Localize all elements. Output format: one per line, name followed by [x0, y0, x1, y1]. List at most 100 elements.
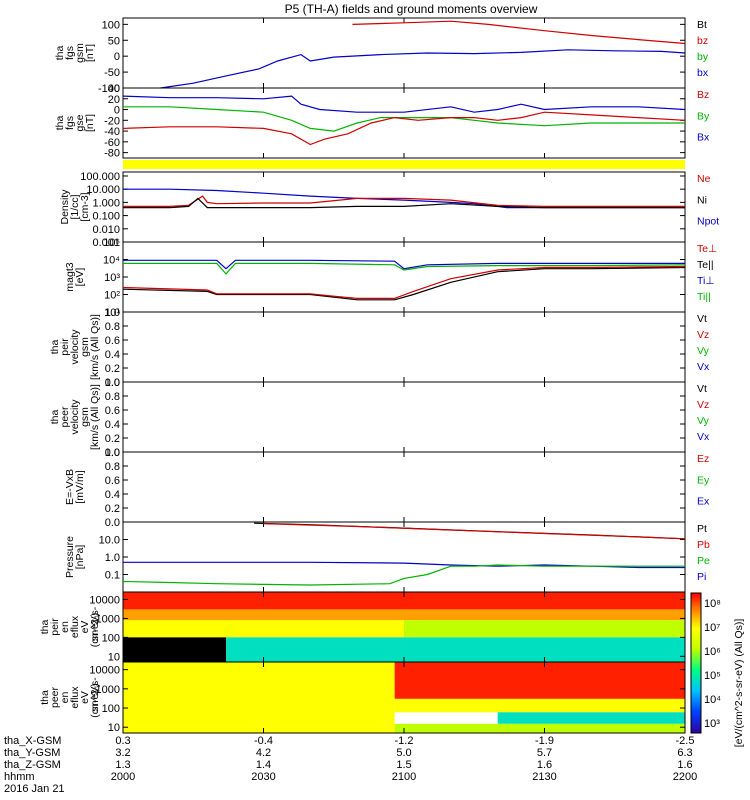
y-axis-label: [km/s (All Qs)]: [89, 384, 101, 450]
x-row-value: 4.2: [256, 747, 271, 759]
y-tick-label: 10000: [89, 665, 120, 677]
y-tick-label: 0.0: [105, 517, 120, 529]
y-tick-label: 50: [108, 35, 120, 47]
heatmap-band: [123, 609, 685, 621]
colorbar-label: [eV/(cm^2-s-sr-eV) (All Qs)]: [733, 619, 745, 748]
y-axis-label: peer: [59, 406, 71, 428]
x-row-value: 6.3: [677, 747, 692, 759]
series-line-by: [123, 106, 685, 132]
panels: 100500-50-100thafgsgsm[nT]Btbzbybx40200-…: [39, 17, 719, 734]
colorbar-tick: 10⁴: [704, 694, 721, 706]
y-tick-label: 0.8: [105, 321, 120, 333]
y-axis-label: tha: [49, 410, 61, 425]
panel-temps: 10⁵ 10⁴ 10³ 10² 10¹ magt3[eV] Te⊥ Te|| Ti⊥ Ti||: [64, 237, 717, 319]
y-axis-label: eV: [79, 621, 91, 634]
y-tick-label: 0.0: [105, 447, 120, 459]
heatmap-band: [394, 723, 685, 733]
y-axis-label: velocity: [69, 329, 81, 365]
y-tick-label: 1000: [96, 684, 120, 696]
x-row-value: 1.4: [256, 759, 271, 771]
x-row-value: -1.9: [535, 735, 554, 747]
y-axis-label: tha: [39, 620, 51, 635]
colorbar-tick: 10³: [704, 718, 720, 730]
y-axis-label: tha: [49, 340, 61, 355]
colorbar-tick: 10⁵: [704, 670, 721, 682]
heatmap-band: [123, 620, 404, 638]
y-axis-label: peer: [49, 686, 61, 708]
legend-entry: by: [697, 51, 709, 63]
legend-entry: Ne: [697, 173, 711, 185]
y-tick-label: -50: [104, 67, 120, 79]
legend-entry: Vy: [697, 345, 710, 357]
y-axis-label: sr-eV): [89, 683, 101, 712]
series-line-bz: [352, 20, 686, 45]
series-line-pi: [123, 561, 685, 569]
heatmap-band: [394, 698, 685, 713]
y-tick-label: 0: [114, 105, 120, 117]
colorbar: 10⁸ 10⁷ 10⁶ 10⁵ 10⁴ 10³ [eV/(cm^2-s-sr-eV) (Al…: [690, 592, 745, 748]
legend-entry: Vz: [697, 399, 709, 411]
colorbar-scale: [690, 592, 702, 734]
date-label: 2016 Jan 21: [4, 783, 65, 795]
x-row-value: 2030: [251, 771, 275, 783]
legend-entry: By: [697, 110, 710, 122]
y-tick-label: 0.4: [105, 489, 120, 501]
y-tick-label: 0.8: [105, 391, 120, 403]
x-row-label: tha_Y-GSM: [4, 747, 60, 759]
heatmap-band: [394, 662, 685, 699]
y-tick-label: 20: [108, 94, 120, 106]
y-tick-label: 10.000: [86, 184, 120, 196]
series-line-ti: [123, 259, 685, 270]
series-line-te: [122, 265, 686, 299]
y-tick-label: 0.1: [105, 570, 120, 582]
y-tick-label: 100: [102, 703, 120, 715]
y-axis-label: eV: [79, 691, 91, 704]
y-axis-label: en: [59, 621, 71, 633]
legend-entry: Pb: [697, 539, 710, 551]
y-axis-label: [1/cc]: [69, 194, 81, 219]
panel-efield: 1.0 0.8 0.6 0.4 0.2 0.0 E=-VxB[mV/m] Ez Ey Ex: [64, 447, 710, 529]
y-tick-label: 0.010: [92, 224, 120, 236]
colorbar-tick: 10⁸: [704, 598, 721, 610]
y-tick-label: 100: [102, 632, 120, 644]
y-tick-label: 0.4: [105, 419, 120, 431]
heatmap-band: [497, 712, 685, 724]
legend-entry: Ti⊥: [697, 275, 715, 287]
y-tick-label: 0: [114, 51, 120, 63]
legend-entry: Bt: [697, 19, 707, 31]
panel-peir_vel: 1.0 0.8 0.6 0.4 0.2 0.0 thapeirvelocitygsm[km/…: [49, 307, 710, 389]
y-axis-label: tha: [54, 46, 66, 61]
panel-frame: [122, 241, 686, 313]
y-tick-label: 1.0: [105, 447, 120, 459]
y-tick-label: 0.6: [105, 475, 120, 487]
y-tick-label: -100: [98, 83, 120, 95]
x-row-value: 2000: [111, 771, 135, 783]
x-row-value: 1.5: [396, 759, 411, 771]
y-tick-label: 1.0: [105, 377, 120, 389]
y-tick-label: 0.4: [105, 349, 120, 361]
x-row-value: 5.7: [537, 747, 552, 759]
panel-peir_eflux: 10000 1000 100 10 thapeirenefluxeV(cm^2-s-sr…: [39, 591, 686, 663]
heatmap-band: [123, 662, 395, 684]
y-axis-label: [km/s (All Qs)]: [89, 314, 101, 380]
y-axis-label: [cm-3]: [79, 192, 91, 221]
series-line-bx: [122, 95, 686, 113]
y-axis-label: peir: [49, 618, 61, 636]
y-tick-label: 10²: [104, 290, 120, 302]
y-tick-label: 0.0: [105, 377, 120, 389]
series-line-ti: [123, 262, 686, 275]
panel-frame: [122, 311, 686, 383]
x-row-label: tha_Z-GSM: [4, 759, 61, 771]
y-tick-label: 0.2: [105, 433, 120, 445]
mode-strip: [123, 160, 685, 169]
y-axis-label: (cm^2-s-: [89, 677, 101, 718]
series-line-ne: [123, 195, 685, 207]
y-axis-label: Pressure: [64, 536, 76, 578]
y-axis-label: en: [59, 692, 71, 704]
y-tick-label: -40: [104, 126, 120, 138]
y-tick-label: 10: [108, 722, 120, 734]
y-axis-label: fgs: [64, 46, 76, 60]
